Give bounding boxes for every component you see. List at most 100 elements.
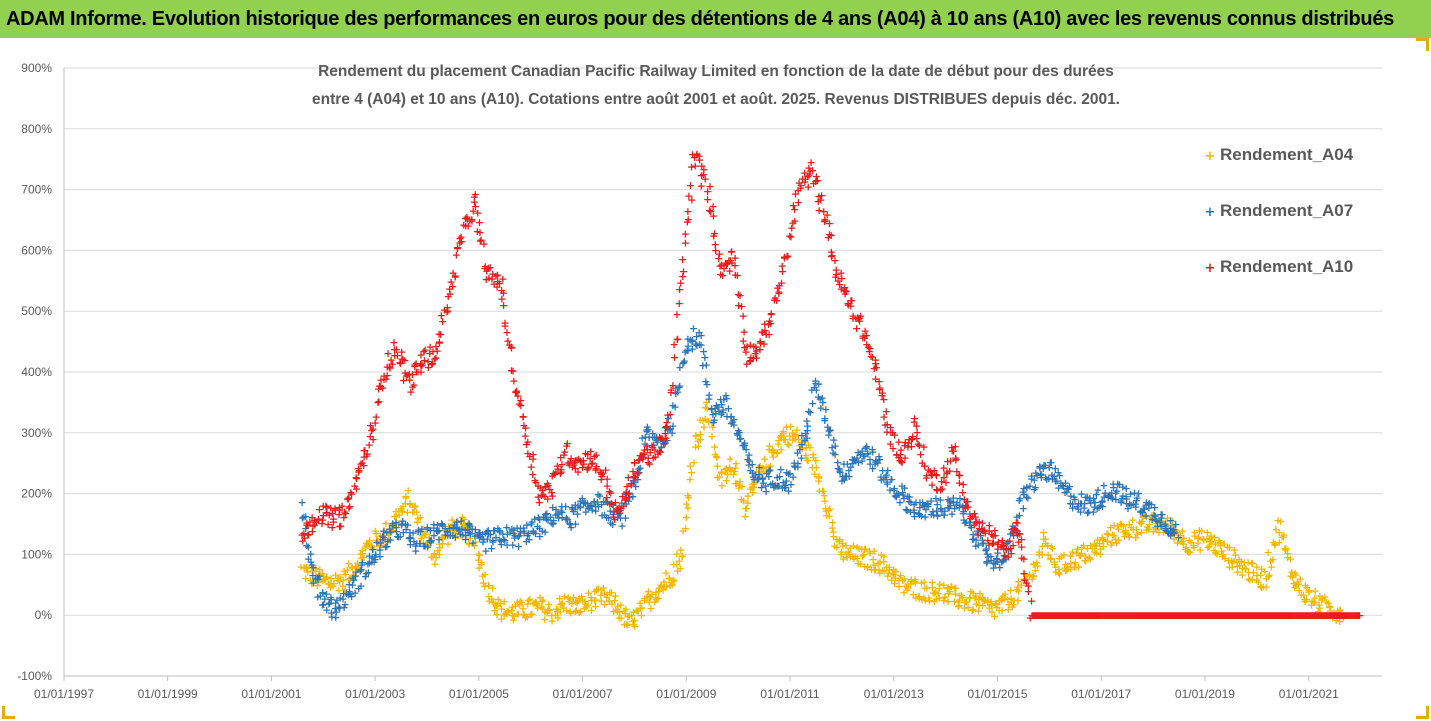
data-point: + [1301,579,1310,592]
data-point: + [1185,534,1194,547]
data-point: + [906,577,915,590]
data-point: + [458,529,467,542]
data-point: + [1197,525,1206,538]
data-point: + [1090,545,1099,558]
data-point: + [468,536,477,549]
data-point: + [743,497,752,510]
data-point: + [914,590,923,603]
data-point: + [299,561,308,574]
data-point: + [822,505,831,518]
data-point: + [764,464,773,477]
data-point: + [466,527,475,540]
data-point: + [1318,592,1327,605]
data-point: + [863,561,872,574]
data-point: + [565,517,574,530]
data-point: + [297,496,306,509]
data-point: + [895,571,904,584]
data-point: + [459,513,468,526]
data-point: + [907,574,916,587]
data-point: + [613,504,622,517]
data-point: + [766,460,775,473]
x-tick-label: 01/01/2011 [760,687,819,701]
data-point: + [1176,535,1185,548]
data-point: + [334,601,343,614]
data-point: + [645,431,654,444]
data-point: + [1068,546,1077,559]
data-point: + [497,603,506,616]
data-point: + [412,537,421,550]
data-point: + [869,553,878,566]
data-point: + [476,530,485,543]
data-point: + [804,405,813,418]
data-point: + [1114,534,1123,547]
data-point: + [344,588,353,601]
data-point: + [758,472,767,485]
data-point: + [1228,561,1237,574]
data-point: + [371,548,380,561]
data-point: + [1114,522,1123,535]
data-point: + [632,604,641,617]
data-point: + [745,454,754,467]
data-point: + [470,530,479,543]
data-point: + [786,478,795,491]
data-point: + [968,604,977,617]
data-point: + [795,443,804,456]
data-point: + [819,484,828,497]
data-point: + [1331,607,1340,620]
chart-title-line-1: Rendement du placement Canadian Pacific … [318,63,1114,80]
data-point: + [541,508,550,521]
data-point: + [1315,589,1324,602]
data-point: + [351,586,360,599]
data-point: + [1171,518,1180,531]
data-point: + [837,475,846,488]
data-point: + [575,501,584,514]
data-point: + [573,507,582,520]
data-point: + [755,459,764,472]
data-point: + [676,544,685,557]
data-point: + [1076,549,1085,562]
data-point: + [1283,551,1292,564]
data-point: + [753,473,762,486]
data-point: + [841,539,850,552]
data-point: + [748,458,757,471]
data-point: + [320,573,329,586]
data-point: + [1172,525,1181,538]
data-point: + [333,574,342,587]
data-point: + [489,596,498,609]
data-point: + [500,608,509,621]
data-point: + [704,414,713,427]
data-point: + [571,605,580,618]
data-point: + [1335,605,1344,618]
data-point: + [553,603,562,616]
data-point: + [702,358,711,371]
data-point: + [1103,528,1112,541]
data-point: + [1066,557,1075,570]
data-point: + [300,561,309,574]
data-point: + [527,518,536,531]
data-point: + [587,604,596,617]
data-point: + [970,591,979,604]
data-point: + [328,580,337,593]
data-point: + [301,510,310,523]
data-point: + [419,540,428,553]
data-point: + [731,461,740,474]
data-point: + [676,562,685,575]
data-point: + [797,438,806,451]
data-point: + [722,474,731,487]
data-point: + [808,397,817,410]
data-point: + [1328,612,1337,625]
data-point: + [524,533,533,546]
data-point: + [620,618,629,631]
data-point: + [456,530,465,543]
data-point: + [704,415,713,428]
data-point: + [1008,600,1017,613]
data-point: + [859,548,868,561]
data-point: + [613,605,622,618]
data-point: + [1063,560,1072,573]
data-point: + [655,581,664,594]
data-point: + [644,585,653,598]
data-point: + [1232,556,1241,569]
data-point: + [319,570,328,583]
data-point: + [1311,584,1320,597]
data-point: + [334,584,343,597]
